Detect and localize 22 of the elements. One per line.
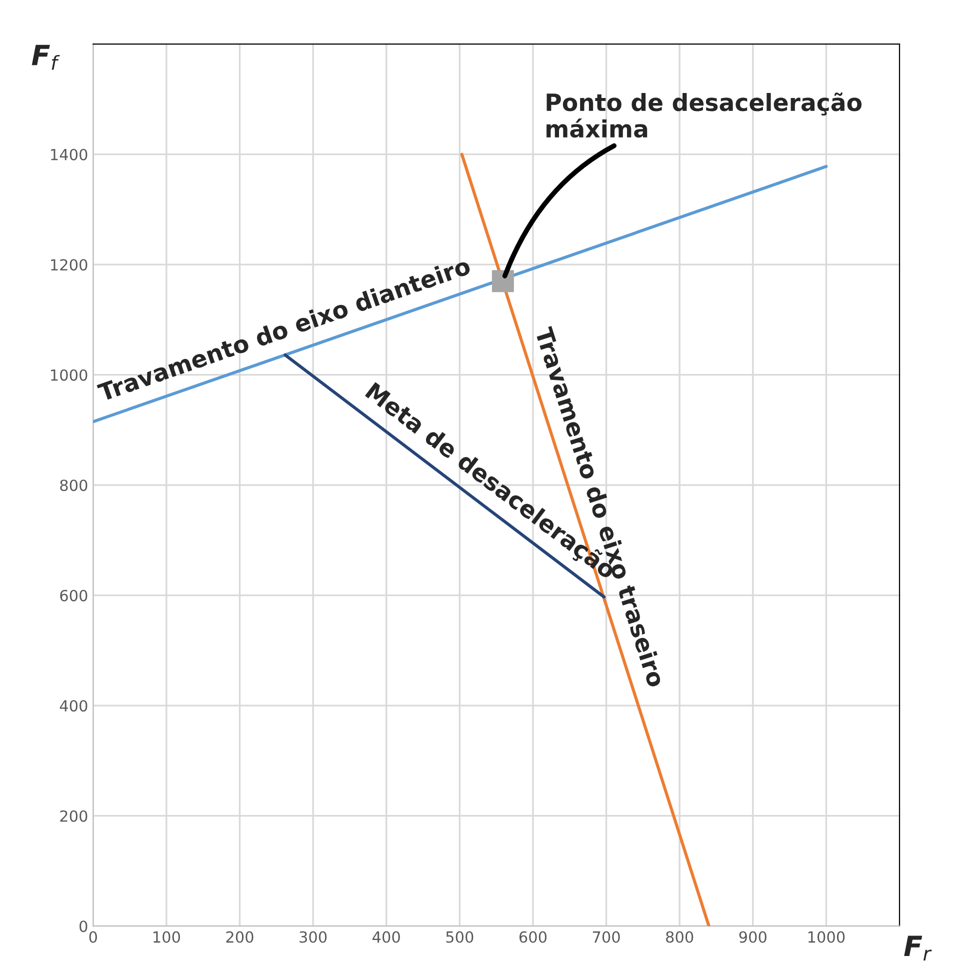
x-tick-label: 300 [300, 931, 327, 943]
x-tick-label: 700 [592, 931, 620, 943]
y-tick-label: 200 [60, 810, 88, 822]
annotation: Ponto de desaceleração máxima [546, 92, 862, 138]
y-tick-label: 1200 [51, 259, 88, 271]
y-tick-label: 800 [60, 480, 88, 492]
y-tick-label: 1000 [51, 369, 88, 381]
x-tick-label: 600 [519, 931, 547, 943]
x-axis-title: F$_{r}$ [904, 936, 932, 961]
y-tick-label: 400 [60, 700, 88, 712]
x-tick-label: 100 [154, 931, 180, 943]
x-tick-label: 200 [226, 931, 254, 943]
x-tick-label: 0 [89, 931, 97, 943]
x-tick-label: 1000 [808, 931, 845, 943]
y-tick-label: 1400 [51, 148, 88, 160]
x-tick-label: 500 [446, 931, 474, 943]
x-tick-label: 900 [739, 931, 766, 943]
x-tick-label: 400 [372, 931, 400, 943]
y-tick-label: 0 [80, 920, 88, 932]
y-axis-title: F$_{f}$ [32, 44, 60, 70]
y-tick-label: 600 [60, 590, 88, 602]
x-tick-label: 800 [666, 931, 694, 943]
